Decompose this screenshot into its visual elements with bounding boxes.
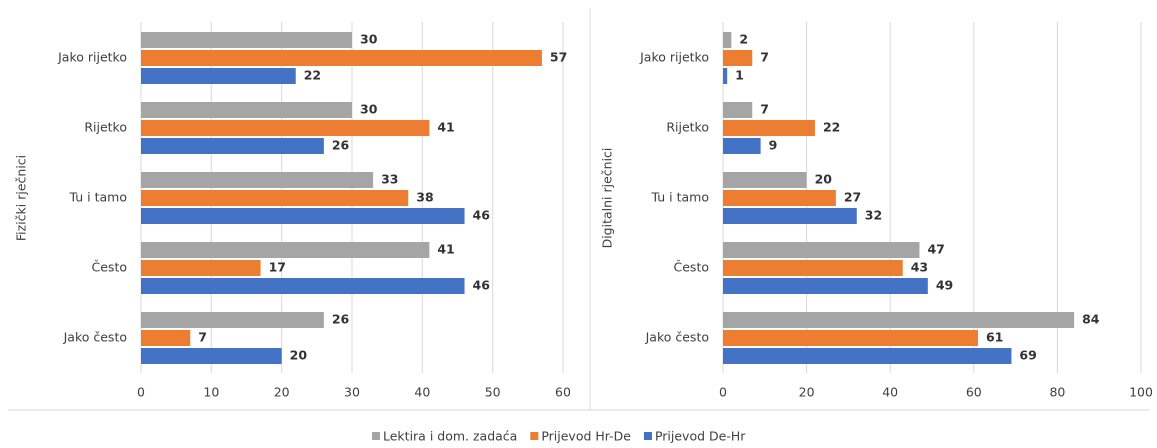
legend-label: Prijevod Hr-De	[541, 429, 631, 444]
x-tick-label: 60	[555, 385, 571, 400]
value-label: 7	[760, 102, 769, 117]
bar	[141, 68, 296, 84]
bar	[723, 260, 903, 276]
x-tick-label: 20	[274, 385, 290, 400]
category-label: Tu i tamo	[651, 190, 709, 205]
bar	[141, 348, 282, 364]
category-label: Tu i tamo	[69, 190, 127, 205]
legend-swatch	[530, 432, 539, 440]
bar	[141, 260, 261, 276]
x-tick-label: 0	[137, 385, 145, 400]
x-tick-label: 30	[344, 385, 360, 400]
value-label: 9	[769, 138, 778, 153]
value-label: 57	[550, 50, 567, 65]
value-label: 33	[381, 172, 398, 187]
bar	[723, 172, 807, 188]
value-label: 41	[437, 120, 454, 135]
x-tick-label: 40	[882, 385, 898, 400]
bar	[141, 138, 324, 154]
value-label: 69	[1019, 348, 1036, 363]
value-label: 7	[198, 330, 207, 345]
bar	[723, 312, 1075, 328]
bar	[141, 50, 542, 66]
bar	[141, 208, 465, 224]
bar	[141, 102, 352, 118]
x-tick-label: 50	[485, 385, 501, 400]
legend-label: Lektira i dom. zadaća	[383, 429, 517, 444]
bar	[723, 208, 857, 224]
bar	[723, 138, 761, 154]
value-label: 61	[986, 330, 1003, 345]
x-tick-label: 60	[966, 385, 982, 400]
y-axis-label: Digitalni rječnici	[600, 148, 615, 249]
bar	[723, 242, 920, 258]
x-tick-label: 80	[1049, 385, 1065, 400]
bar	[141, 120, 430, 136]
value-label: 49	[936, 278, 953, 293]
value-label: 46	[473, 208, 491, 223]
bar	[141, 32, 352, 48]
value-label: 20	[815, 172, 833, 187]
value-label: 17	[269, 260, 286, 275]
bar	[723, 190, 836, 206]
category-label: Jako rijetko	[639, 50, 709, 65]
category-label: Često	[674, 260, 709, 275]
category-label: Jako često	[645, 330, 709, 345]
bar	[723, 348, 1012, 364]
value-label: 7	[760, 50, 769, 65]
category-label: Jako rijetko	[57, 50, 127, 65]
value-label: 22	[304, 68, 321, 83]
bar	[723, 330, 978, 346]
value-label: 27	[844, 190, 861, 205]
bar	[723, 50, 753, 66]
category-label: Rijetko	[666, 120, 709, 135]
bar	[723, 278, 928, 294]
bar	[141, 330, 191, 346]
bar	[141, 278, 465, 294]
value-label: 32	[865, 208, 882, 223]
bar	[141, 190, 409, 206]
y-axis-label: Fizički rječnici	[14, 155, 29, 241]
value-label: 46	[473, 278, 491, 293]
x-tick-label: 20	[799, 385, 815, 400]
value-label: 30	[360, 32, 378, 47]
category-label: Rijetko	[84, 120, 127, 135]
value-label: 2	[739, 32, 748, 47]
value-label: 26	[332, 312, 350, 327]
bar	[141, 312, 324, 328]
bar	[723, 120, 815, 136]
legend-swatch	[643, 432, 652, 440]
x-tick-label: 100	[1129, 385, 1153, 400]
value-label: 41	[437, 242, 454, 257]
x-tick-label: 40	[414, 385, 430, 400]
x-tick-label: 10	[203, 385, 219, 400]
bar	[723, 68, 728, 84]
x-tick-label: 0	[719, 385, 727, 400]
category-label: Često	[92, 260, 127, 275]
value-label: 26	[332, 138, 350, 153]
value-label: 38	[416, 190, 433, 205]
bar	[141, 242, 430, 258]
legend-swatch	[372, 432, 380, 440]
value-label: 20	[290, 348, 308, 363]
bar	[723, 32, 732, 48]
value-label: 47	[927, 242, 944, 257]
bar	[141, 172, 374, 188]
legend-label: Prijevod De-Hr	[655, 429, 746, 444]
category-label: Jako često	[63, 330, 127, 345]
value-label: 22	[823, 120, 840, 135]
value-label: 1	[735, 68, 744, 83]
bar	[723, 102, 753, 118]
value-label: 43	[911, 260, 928, 275]
value-label: 30	[360, 102, 378, 117]
value-label: 84	[1082, 312, 1100, 327]
